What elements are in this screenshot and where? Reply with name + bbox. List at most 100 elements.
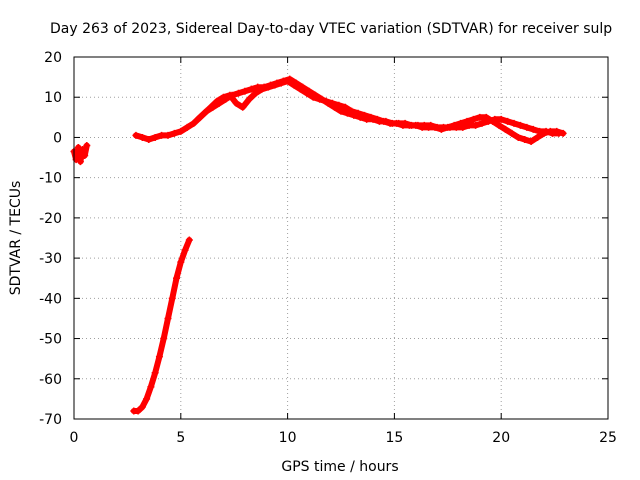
data-point: [151, 369, 159, 377]
data-point: [463, 117, 471, 125]
data-point: [489, 117, 497, 125]
data-point: [482, 113, 490, 121]
x-tick-label: 10: [279, 430, 297, 446]
data-point: [194, 115, 202, 123]
data-point: [405, 121, 413, 129]
data-point: [245, 95, 253, 103]
data-point: [143, 395, 151, 403]
data-point: [309, 93, 317, 101]
data-point: [177, 127, 185, 135]
data-point: [170, 129, 178, 137]
data-point: [132, 131, 140, 139]
data-point: [516, 121, 524, 129]
data-point: [155, 353, 163, 361]
y-tick-label: 0: [53, 130, 62, 146]
data-point: [450, 121, 458, 129]
data-point: [540, 129, 548, 137]
data-point: [145, 135, 153, 143]
data-point: [181, 246, 189, 254]
data-point: [138, 403, 146, 411]
data-point: [160, 335, 168, 343]
y-tick-label: -40: [39, 291, 62, 307]
data-point: [147, 383, 155, 391]
data-point: [425, 123, 433, 131]
data-point: [469, 115, 477, 123]
data-point: [296, 85, 304, 93]
data-point: [508, 129, 516, 137]
data-point: [444, 123, 452, 131]
x-axis-title: GPS time / hours: [281, 459, 398, 475]
data-point: [76, 158, 84, 166]
data-point: [360, 111, 368, 119]
y-tick-label: 20: [44, 50, 62, 66]
data-point: [183, 123, 191, 131]
data-points: [70, 75, 567, 415]
data-point: [232, 99, 240, 107]
data-point: [476, 113, 484, 121]
data-point: [501, 125, 509, 133]
data-point: [138, 133, 146, 141]
data-point: [234, 89, 242, 97]
data-point: [386, 119, 394, 127]
plot-frame: [73, 56, 609, 420]
data-point: [158, 131, 166, 139]
data-point: [207, 103, 215, 111]
y-tick-label: -10: [39, 171, 62, 187]
data-point: [322, 97, 330, 105]
y-tick-label: -70: [39, 412, 62, 428]
data-point: [559, 129, 567, 137]
data-point: [220, 93, 228, 101]
series-sulp-early: [70, 141, 91, 166]
data-point: [527, 137, 535, 145]
data-point: [79, 146, 87, 154]
y-tick-labels: -70 -60 -50 -40 -30 -20 -10 0 10 20: [39, 50, 62, 428]
data-point: [190, 119, 198, 127]
data-point: [393, 119, 401, 127]
series-sulp-descending-track: [130, 236, 193, 415]
x-tick-label: 25: [599, 430, 617, 446]
data-point: [151, 133, 159, 141]
data-point: [239, 103, 247, 111]
y-tick-label: -20: [39, 211, 62, 227]
data-point: [164, 131, 172, 139]
data-point: [74, 144, 82, 151]
data-point: [412, 121, 420, 129]
data-point: [247, 85, 255, 93]
data-point: [173, 274, 181, 282]
data-point: [277, 79, 285, 87]
data-point: [521, 135, 529, 143]
data-point: [534, 133, 542, 141]
data-point: [348, 107, 356, 115]
data-point: [495, 121, 503, 129]
y-tick-label: -60: [39, 372, 62, 388]
x-tick-labels: 0 5 10 15 20 25: [70, 430, 617, 446]
data-point: [418, 123, 426, 131]
data-point: [335, 101, 343, 109]
x-tick-label: 0: [70, 430, 79, 446]
data-point: [437, 125, 445, 133]
data-point: [514, 133, 522, 141]
data-point: [258, 85, 266, 93]
data-point: [472, 121, 480, 129]
data-point: [497, 115, 505, 123]
data-point: [373, 115, 381, 123]
data-point: [200, 109, 208, 117]
data-point: [252, 89, 260, 97]
series-trace: [194, 78, 567, 145]
series-sulp-secondary: [194, 77, 567, 145]
chart-title: Day 263 of 2023, Sidereal Day-to-day VTE…: [50, 21, 612, 37]
axis-ticks: [73, 56, 609, 420]
y-axis-title: SDTVAR / TECUs: [8, 181, 24, 296]
data-point: [241, 87, 249, 95]
data-point: [185, 236, 193, 244]
data-point: [83, 141, 91, 149]
data-point: [341, 103, 349, 111]
data-point: [316, 95, 324, 103]
data-point: [177, 258, 185, 266]
data-point: [504, 117, 512, 125]
data-point: [354, 109, 362, 117]
data-point: [510, 119, 518, 127]
data-point: [431, 123, 439, 131]
x-tick-label: 15: [385, 430, 403, 446]
